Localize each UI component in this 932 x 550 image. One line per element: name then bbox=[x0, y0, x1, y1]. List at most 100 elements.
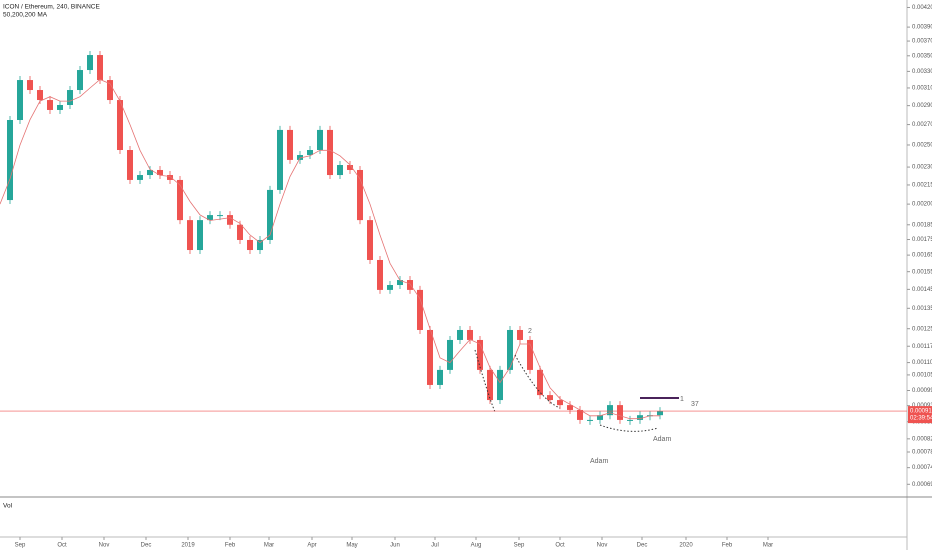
candle-body bbox=[467, 329, 473, 340]
candle-body bbox=[267, 189, 273, 240]
x-tick-label: Jun bbox=[390, 543, 400, 549]
candle-body bbox=[247, 239, 253, 251]
y-tick-label: 0.002000 bbox=[912, 202, 932, 208]
indicator-label: 50,200,200 MA bbox=[3, 12, 48, 19]
candle-body bbox=[107, 80, 113, 101]
y-tick-label: 0.001750 bbox=[912, 237, 932, 243]
candle-body bbox=[537, 369, 543, 396]
volume-label: Vol bbox=[3, 503, 13, 510]
y-tick-label: 0.001250 bbox=[912, 326, 932, 332]
candle-body bbox=[337, 165, 343, 176]
y-tick-label: 0.001350 bbox=[912, 306, 932, 312]
candle-body bbox=[377, 259, 383, 290]
x-tick-label: Feb bbox=[225, 543, 236, 549]
annotation: Adam bbox=[653, 436, 671, 443]
y-tick-label: 0.000825 bbox=[912, 436, 932, 442]
plot bbox=[0, 51, 663, 425]
y-tick-label: 0.003100 bbox=[912, 86, 932, 92]
chart-title: ICON / Ethereum, 240, BINANCE bbox=[3, 4, 100, 11]
y-tick-label: 0.001450 bbox=[912, 287, 932, 293]
candle-body bbox=[597, 415, 603, 420]
candle-body bbox=[407, 280, 413, 290]
x-tick-label: 2020 bbox=[679, 543, 693, 549]
y-tick-label: 0.002300 bbox=[912, 165, 932, 171]
candle-body bbox=[147, 169, 153, 176]
candle-body bbox=[207, 215, 213, 221]
y-tick-label: 0.003500 bbox=[912, 53, 932, 59]
candle-body bbox=[257, 239, 263, 251]
y-tick-label: 0.001650 bbox=[912, 253, 932, 259]
candle-body bbox=[37, 90, 43, 101]
dotted-curve bbox=[514, 354, 561, 409]
candle-body bbox=[447, 339, 453, 370]
candle-body bbox=[67, 90, 73, 105]
candle-body bbox=[437, 369, 443, 385]
x-tick-label: Jul bbox=[431, 543, 439, 549]
candle-body bbox=[137, 175, 143, 180]
candle-body bbox=[317, 129, 323, 151]
x-tick-label: May bbox=[346, 543, 357, 549]
candle-body bbox=[347, 165, 353, 170]
candle-body bbox=[217, 215, 223, 217]
x-tick-label: Dec bbox=[637, 543, 648, 549]
countdown: 02:39:54 bbox=[910, 416, 932, 422]
candle-body bbox=[197, 220, 203, 251]
candle-body bbox=[477, 339, 483, 370]
y-tick-label: 0.000785 bbox=[912, 450, 932, 456]
last-price-label: 0.000916 bbox=[910, 409, 932, 415]
x-tick-label: Oct bbox=[555, 543, 565, 549]
x-tick-label: Feb bbox=[722, 543, 733, 549]
candle-body bbox=[27, 80, 33, 91]
x-tick-label: Nov bbox=[99, 543, 110, 549]
x-tick-label: Sep bbox=[15, 543, 26, 549]
candle-body bbox=[457, 329, 463, 340]
y-tick-label: 0.000740 bbox=[912, 465, 932, 471]
dotted-curve bbox=[474, 349, 496, 413]
candle-body bbox=[187, 220, 193, 251]
y-tick-label: 0.000990 bbox=[912, 388, 932, 394]
y-tick-label: 0.002500 bbox=[912, 143, 932, 149]
x-tick-label: Apr bbox=[307, 543, 316, 549]
candle-body bbox=[657, 411, 663, 416]
annotation: 37 bbox=[691, 401, 699, 408]
candle-body bbox=[557, 400, 563, 406]
y-tick-label: 0.001050 bbox=[912, 372, 932, 378]
candle-body bbox=[7, 120, 13, 201]
y-tick-label: 0.002700 bbox=[912, 122, 932, 128]
x-tick-label: Nov bbox=[597, 543, 608, 549]
candle-body bbox=[167, 175, 173, 180]
candle-body bbox=[637, 415, 643, 420]
y-tick-label: 0.000695 bbox=[912, 482, 932, 488]
candle-body bbox=[487, 369, 493, 401]
candle-body bbox=[367, 220, 373, 260]
y-tick-label: 0.001850 bbox=[912, 222, 932, 228]
candle-body bbox=[517, 329, 523, 340]
candle-body bbox=[97, 55, 103, 81]
annotation: 1 bbox=[680, 396, 684, 403]
candle-body bbox=[57, 104, 63, 110]
candle-body bbox=[47, 100, 53, 110]
candle-body bbox=[287, 129, 293, 160]
last-price-box bbox=[908, 406, 932, 424]
candle-body bbox=[277, 129, 283, 190]
x-tick-label: 2019 bbox=[181, 543, 195, 549]
candle-body bbox=[547, 395, 553, 401]
candle-body bbox=[417, 289, 423, 330]
candle-body bbox=[157, 169, 163, 176]
x-tick-label: Oct bbox=[57, 543, 67, 549]
y-tick-label: 0.003300 bbox=[912, 69, 932, 75]
candle-body bbox=[587, 419, 593, 421]
candle-body bbox=[87, 55, 93, 71]
candle-body bbox=[327, 129, 333, 176]
candle-body bbox=[117, 100, 123, 151]
candle-body bbox=[227, 215, 233, 225]
candle-body bbox=[577, 409, 583, 420]
y-tick-label: 0.002900 bbox=[912, 103, 932, 109]
x-tick-label: Mar bbox=[264, 543, 274, 549]
y-tick-label: 0.001550 bbox=[912, 269, 932, 275]
